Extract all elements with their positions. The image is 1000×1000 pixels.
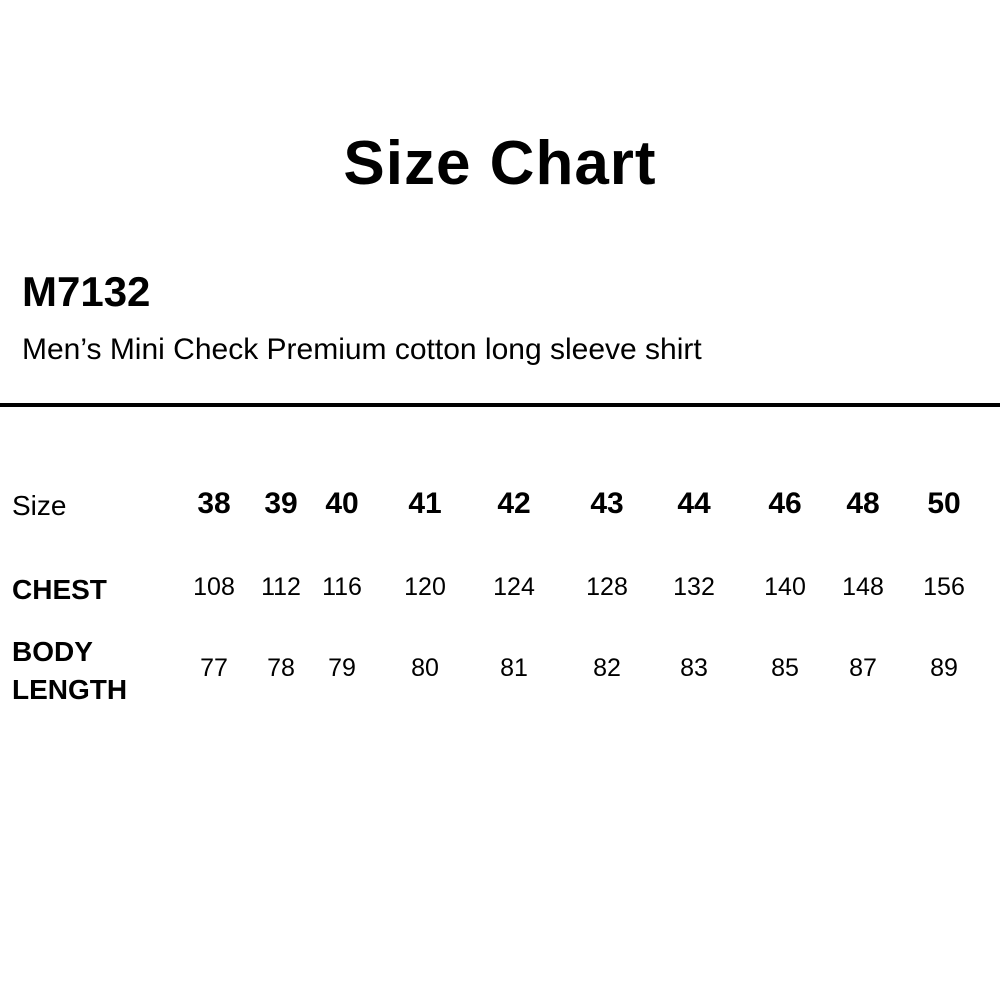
body-length-row-label: BODY LENGTH [12, 633, 127, 709]
body-length-cell: 79 [328, 654, 356, 682]
size-header-cell: 48 [846, 487, 880, 520]
chest-cell: 124 [493, 573, 535, 601]
product-description: Men’s Mini Check Premium cotton long sle… [22, 333, 702, 366]
divider [0, 403, 1000, 407]
chest-cell: 132 [673, 573, 715, 601]
body-length-cell: 78 [267, 654, 295, 682]
chest-cell: 156 [923, 573, 965, 601]
size-header-cell: 39 [264, 487, 298, 520]
size-header-cell: 41 [408, 487, 442, 520]
size-header-cell: 46 [768, 487, 802, 520]
chest-cell: 148 [842, 573, 884, 601]
body-length-cell: 81 [500, 654, 528, 682]
size-header-cell: 38 [197, 487, 231, 520]
chest-cell: 128 [586, 573, 628, 601]
chest-cell: 120 [404, 573, 446, 601]
body-length-cell: 80 [411, 654, 439, 682]
page-title: Size Chart [343, 129, 657, 198]
chest-row-label: CHEST [12, 574, 107, 605]
body-length-cell: 77 [200, 654, 228, 682]
chest-cell: 108 [193, 573, 235, 601]
size-row-label: Size [12, 490, 67, 521]
chest-cell: 140 [764, 573, 806, 601]
body-length-label-line1: BODY [12, 636, 93, 667]
size-header-cell: 42 [497, 487, 531, 520]
product-code: M7132 [22, 268, 151, 315]
body-length-cell: 87 [849, 654, 877, 682]
body-length-cell: 82 [593, 654, 621, 682]
chest-cell: 116 [322, 573, 362, 601]
chest-cell: 112 [261, 573, 301, 601]
body-length-cell: 83 [680, 654, 708, 682]
size-header-cell: 40 [325, 487, 359, 520]
size-header-cell: 50 [927, 487, 961, 520]
size-header-cell: 44 [677, 487, 711, 520]
size-header-cell: 43 [590, 487, 624, 520]
body-length-cell: 89 [930, 654, 958, 682]
body-length-label-line2: LENGTH [12, 674, 128, 705]
body-length-cell: 85 [771, 654, 799, 682]
